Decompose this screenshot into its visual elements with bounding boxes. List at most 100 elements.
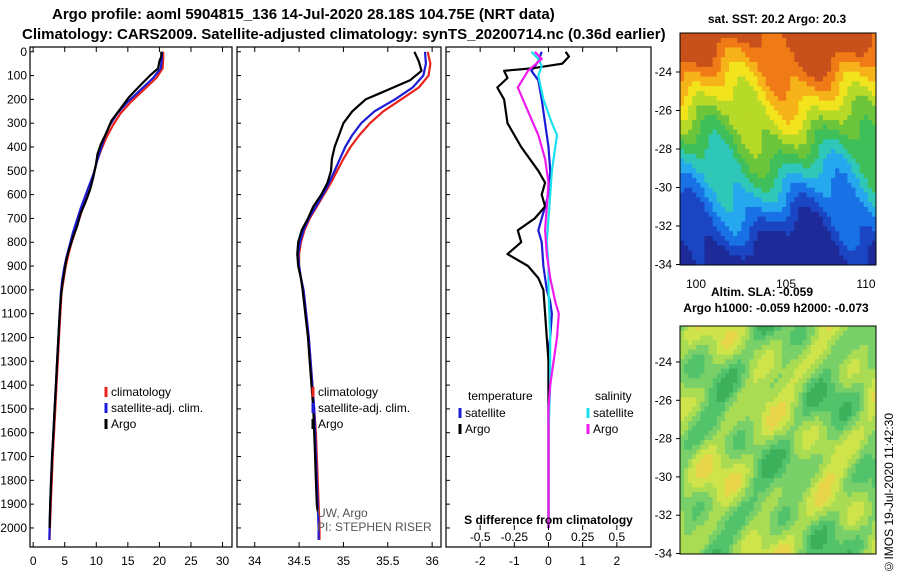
map-cell — [684, 37, 689, 44]
map-cell — [688, 364, 693, 370]
map-cell — [769, 544, 775, 550]
map-cell — [684, 187, 689, 193]
map-cell — [835, 497, 840, 503]
map-cell — [708, 187, 714, 193]
map-cell — [794, 33, 799, 39]
map-cell — [843, 335, 848, 341]
map-cell — [806, 430, 812, 436]
map-cell — [818, 406, 824, 412]
map-cell — [720, 340, 726, 346]
map-cell — [790, 124, 795, 131]
map-cell — [680, 187, 685, 193]
map-cell — [700, 530, 705, 536]
map-cell — [741, 231, 746, 237]
map-cell — [765, 187, 771, 193]
map-cell — [745, 76, 750, 82]
map-cell — [867, 33, 873, 39]
map-cell — [696, 255, 701, 261]
map-cell — [851, 187, 856, 193]
map-cell — [843, 120, 848, 126]
map-cell — [688, 468, 693, 474]
map-cell — [871, 340, 877, 346]
map-cell — [733, 478, 738, 484]
map-cell — [765, 226, 771, 232]
map-cell — [798, 440, 803, 446]
map-cell — [708, 207, 714, 213]
map-cell — [692, 110, 697, 116]
map-cell — [765, 197, 771, 203]
map-cell — [835, 444, 840, 450]
map-cell — [680, 364, 685, 370]
map-cell — [688, 421, 693, 427]
map-cell — [847, 192, 852, 198]
map-cell — [867, 197, 873, 203]
map-cell — [733, 373, 738, 379]
map-cell — [871, 211, 877, 218]
map-cell — [745, 406, 750, 412]
map-cell — [778, 373, 783, 379]
map-cell — [822, 250, 828, 256]
map-cell — [814, 47, 820, 53]
map-cell — [712, 440, 718, 446]
map-cell — [696, 86, 701, 92]
map-cell — [688, 345, 693, 351]
map-cell — [778, 335, 783, 341]
map-cell — [855, 497, 861, 503]
map-cell — [798, 71, 803, 77]
map-cell — [794, 459, 799, 465]
map-cell — [867, 330, 873, 336]
map-cell — [867, 340, 873, 346]
map-cell — [810, 81, 816, 87]
map-cell — [769, 95, 775, 102]
map-cell — [867, 163, 873, 169]
map-cell — [724, 37, 730, 44]
map-cell — [843, 530, 848, 536]
map-cell — [786, 373, 791, 379]
map-cell — [822, 435, 828, 441]
map-cell — [810, 435, 816, 441]
map-cell — [786, 473, 791, 479]
map-cell — [806, 416, 812, 422]
map-cell — [802, 330, 807, 336]
map-cell — [802, 411, 807, 417]
map-cell — [745, 539, 750, 545]
map-cell — [684, 245, 689, 251]
map-cell — [851, 373, 856, 379]
map-cell — [765, 91, 771, 97]
map-cell — [798, 100, 803, 106]
map-cell — [716, 392, 722, 398]
header-line-2: Climatology: CARS2009. Satellite-adjuste… — [22, 26, 666, 43]
map-cell — [724, 149, 730, 155]
map-cell — [859, 497, 865, 503]
map-cell — [814, 383, 820, 389]
map-cell — [863, 52, 869, 58]
map-cell — [806, 425, 812, 431]
map-cell — [835, 387, 840, 393]
map-cell — [794, 368, 799, 374]
map-cell — [745, 221, 750, 227]
map-cell — [778, 368, 783, 374]
map-cell — [708, 52, 714, 58]
map-cell — [765, 52, 771, 58]
map-cell — [786, 516, 791, 522]
map-cell — [814, 359, 820, 365]
map-cell — [802, 530, 807, 536]
map-cell — [720, 187, 726, 193]
map-cell — [839, 260, 844, 266]
map-cell — [724, 192, 730, 198]
map-cell — [769, 221, 775, 227]
map-cell — [790, 197, 795, 203]
map-cell — [790, 207, 795, 213]
map-cell — [745, 421, 750, 427]
map-cell — [855, 373, 861, 379]
map-cell — [745, 425, 750, 431]
map-cell — [871, 144, 877, 150]
map-cell — [786, 207, 791, 213]
map-cell — [696, 364, 701, 370]
map-cell — [700, 62, 705, 68]
map-cell — [798, 326, 803, 332]
map-cell — [863, 42, 869, 48]
map-cell — [700, 226, 705, 232]
map-cell — [831, 173, 836, 179]
map-cell — [818, 492, 824, 498]
